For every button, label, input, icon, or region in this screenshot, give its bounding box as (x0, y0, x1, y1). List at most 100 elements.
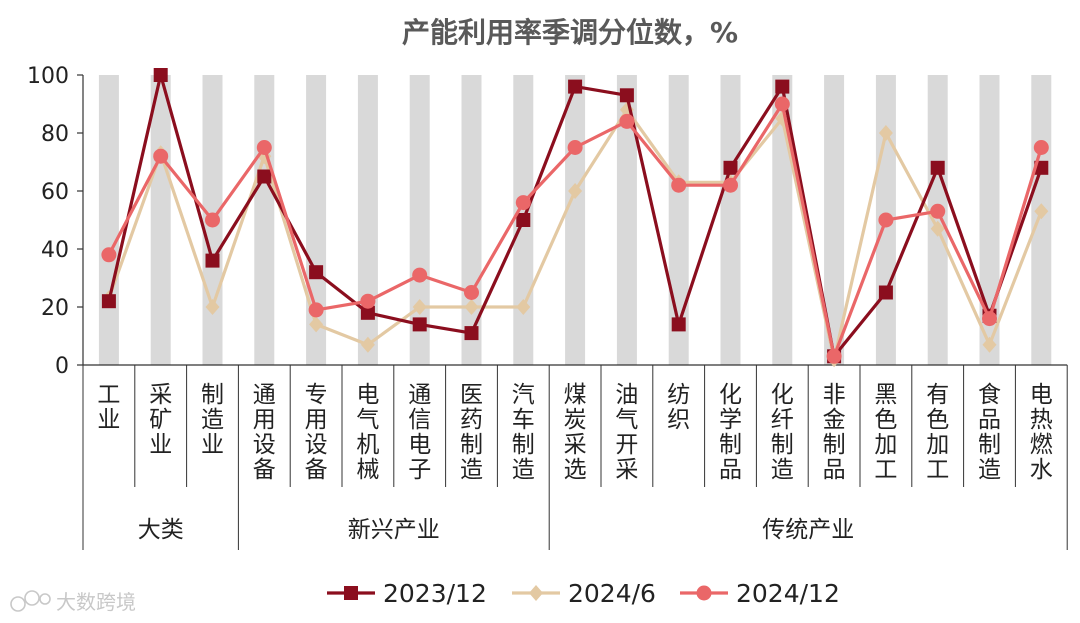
category-char: 信 (408, 407, 431, 433)
category-char: 热 (1030, 407, 1053, 433)
bg-bar-6 (409, 75, 430, 365)
data-point (516, 213, 531, 227)
category-char: 制 (978, 432, 1001, 458)
bg-bar-3 (254, 75, 275, 365)
series-2024/12 (101, 96, 1049, 364)
data-point (878, 125, 893, 141)
bg-bar-10 (616, 75, 637, 365)
data-point (257, 169, 272, 184)
data-point (619, 88, 634, 103)
bg-bar-0 (98, 75, 119, 365)
data-point (1034, 203, 1049, 220)
legend-item-2024/12: 2024/12 (680, 579, 840, 608)
data-point (309, 265, 324, 280)
category-char: 用 (305, 407, 328, 433)
data-point (1033, 140, 1049, 155)
category-char: 矿 (149, 407, 172, 433)
legend-label: 2024/6 (568, 579, 656, 608)
bg-bar-18 (1031, 75, 1052, 365)
group-label: 传统产业 (762, 517, 854, 543)
legend-item-2023/12: 2023/12 (327, 579, 487, 608)
data-point (101, 294, 116, 309)
category-char: 工 (926, 457, 949, 483)
data-point (982, 336, 997, 353)
y-tick-label: 0 (55, 354, 69, 379)
category-char: 食 (978, 382, 1001, 408)
category-char: 制 (719, 432, 742, 458)
data-point (464, 299, 479, 315)
category-label: 制造业 (201, 382, 224, 458)
category-char: 燃 (1030, 432, 1053, 458)
y-tick-label: 20 (41, 296, 69, 321)
category-char: 选 (564, 457, 587, 483)
category-char: 造 (978, 457, 1001, 483)
data-point (930, 220, 945, 237)
category-char: 设 (305, 432, 328, 458)
data-point (412, 317, 427, 332)
category-char: 通 (408, 382, 431, 408)
legend-marker (344, 586, 358, 600)
bg-bar-16 (927, 75, 948, 365)
category-char: 化 (771, 382, 794, 408)
category-char: 造 (771, 457, 794, 483)
series-layer (101, 68, 1049, 368)
category-char: 制 (823, 432, 846, 458)
category-char: 汽 (512, 382, 535, 408)
category-char: 制 (201, 382, 224, 408)
category-char: 制 (771, 432, 794, 458)
legend-item-2024/6: 2024/6 (512, 579, 656, 608)
category-char: 化 (719, 382, 742, 408)
x-axis: 工业采矿业制造业通用设备专用设备电气机械通信电子医药制造汽车制造煤炭采选油气开采… (82, 364, 1068, 550)
category-char: 车 (512, 407, 535, 433)
category-char: 制 (460, 432, 483, 458)
category-label: 采矿业 (149, 382, 172, 458)
category-char: 业 (97, 407, 120, 433)
bg-bar-17 (979, 75, 1000, 365)
category-char: 机 (356, 432, 379, 458)
bg-bar-5 (357, 75, 378, 365)
data-point (826, 348, 842, 364)
category-char: 专 (305, 382, 328, 408)
category-char: 械 (356, 457, 379, 483)
data-point (930, 203, 946, 219)
category-label: 工业 (97, 382, 120, 433)
category-char: 业 (201, 432, 224, 458)
category-char: 用 (253, 407, 276, 433)
data-point (101, 247, 117, 263)
y-tick-label: 60 (41, 180, 69, 205)
category-char: 设 (253, 432, 276, 458)
data-point (878, 285, 893, 300)
category-char: 采 (564, 432, 587, 458)
category-char: 品 (978, 407, 1001, 433)
y-tick-label: 100 (27, 64, 69, 89)
data-point (464, 285, 479, 300)
category-char: 纤 (771, 407, 794, 433)
category-char: 通 (253, 382, 276, 408)
category-char: 气 (356, 407, 379, 433)
data-point (153, 148, 169, 164)
data-point (308, 302, 324, 318)
data-point (567, 140, 583, 155)
data-point (412, 299, 427, 315)
category-char: 品 (823, 457, 846, 483)
category-char: 色 (874, 407, 897, 433)
category-char: 电 (356, 382, 379, 408)
data-point (930, 160, 945, 175)
data-point (360, 305, 375, 320)
category-char: 品 (719, 457, 742, 483)
category-char: 油 (615, 382, 638, 408)
category-char: 非 (823, 382, 846, 408)
data-point (464, 326, 479, 341)
watermark: 大数跨境 (10, 590, 136, 614)
